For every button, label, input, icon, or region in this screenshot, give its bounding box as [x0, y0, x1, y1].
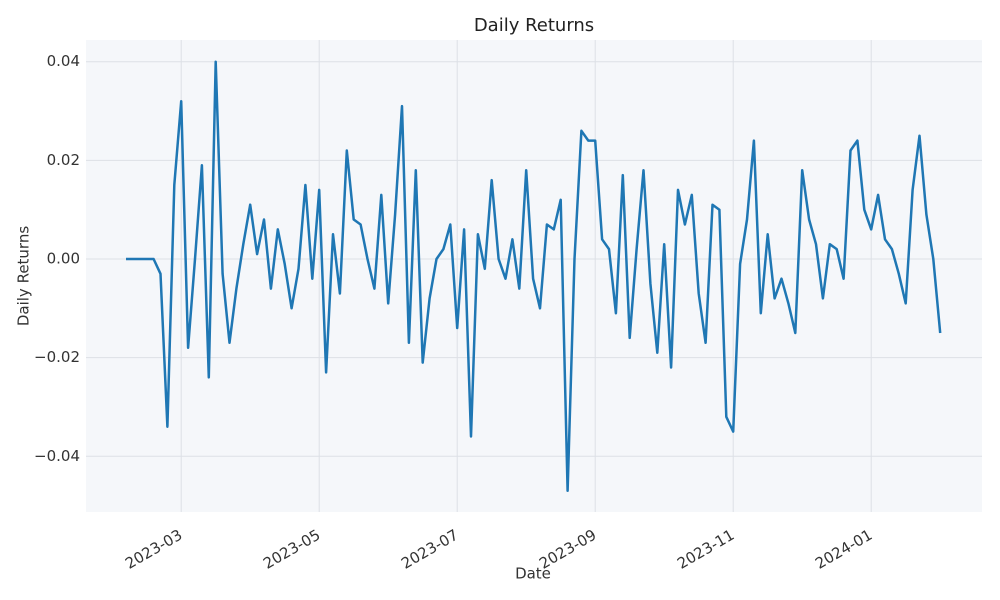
marks [126, 60, 942, 493]
y-axis-label: Daily Returns [15, 226, 33, 326]
x-tick-label: 2023-03 [122, 526, 185, 573]
x-axis-label: Date [515, 565, 551, 583]
y-tick-label: 0.02 [47, 151, 80, 169]
x-tick-label: 2023-05 [260, 526, 323, 573]
x-tick-label: 2023-07 [398, 526, 461, 573]
line-series [126, 60, 942, 493]
y-tick-label: −0.02 [34, 348, 80, 366]
y-tick-label: −0.04 [34, 447, 80, 465]
x-tick-label: 2024-01 [812, 526, 875, 573]
grid [86, 40, 982, 512]
x-tick-label: 2023-11 [674, 526, 737, 573]
y-tick-label: 0.04 [47, 52, 80, 70]
chart-title: Daily Returns [474, 15, 594, 36]
y-tick-label: 0.00 [47, 249, 80, 267]
x-tick-label: 2023-09 [536, 526, 599, 573]
